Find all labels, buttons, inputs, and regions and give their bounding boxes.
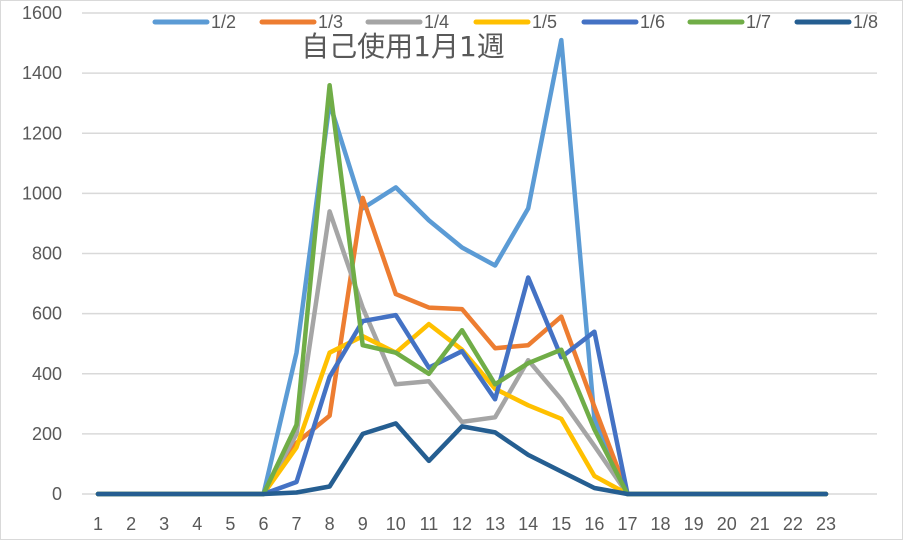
legend-item: 1/5 (473, 12, 557, 32)
series-line-1-7 (95, 82, 829, 497)
x-tick-label: 13 (485, 514, 505, 534)
legend-label: 1/4 (424, 12, 449, 32)
series-line-1-8 (95, 421, 829, 497)
y-tick-label: 600 (32, 304, 62, 324)
x-tick-label: 18 (651, 514, 671, 534)
series-lines (95, 37, 829, 497)
chart-title: 自己使用1月1週 (301, 30, 505, 63)
x-tick-label: 8 (325, 514, 335, 534)
y-axis-ticks: 0 200 400 600 800 1000 1200 1400 1600 (22, 3, 62, 504)
y-tick-label: 400 (32, 364, 62, 384)
x-tick-label: 23 (816, 514, 836, 534)
x-tick-label: 17 (617, 514, 637, 534)
legend-label: 1/6 (640, 12, 665, 32)
legend-label: 1/5 (532, 12, 557, 32)
legend: 1/2 1/3 1/4 1/5 1/6 1/7 1/8 (152, 12, 878, 32)
legend-item: 1/8 (794, 12, 878, 32)
legend-item: 1/7 (687, 12, 771, 32)
x-tick-label: 19 (684, 514, 704, 534)
y-tick-label: 0 (52, 484, 62, 504)
x-tick-label: 6 (258, 514, 268, 534)
x-tick-label: 1 (93, 514, 103, 534)
y-tick-label: 1000 (22, 183, 62, 203)
x-tick-label: 12 (452, 514, 472, 534)
legend-label: 1/8 (853, 12, 878, 32)
legend-item: 1/6 (581, 12, 665, 32)
x-tick-label: 14 (518, 514, 538, 534)
y-tick-label: 1200 (22, 123, 62, 143)
legend-label: 1/2 (211, 12, 236, 32)
x-tick-label: 4 (192, 514, 202, 534)
x-tick-label: 10 (386, 514, 406, 534)
y-tick-label: 800 (32, 244, 62, 264)
legend-label: 1/7 (746, 12, 771, 32)
x-tick-label: 21 (750, 514, 770, 534)
y-tick-label: 1600 (22, 3, 62, 23)
x-tick-label: 3 (159, 514, 169, 534)
x-tick-label: 22 (783, 514, 803, 534)
legend-item: 1/2 (152, 12, 236, 32)
x-tick-label: 16 (584, 514, 604, 534)
gridlines (82, 12, 877, 495)
y-tick-label: 1400 (22, 63, 62, 83)
legend-label: 1/3 (318, 12, 343, 32)
x-tick-label: 9 (358, 514, 368, 534)
x-tick-label: 7 (292, 514, 302, 534)
x-tick-label: 20 (717, 514, 737, 534)
legend-item: 1/4 (365, 12, 449, 32)
y-tick-label: 200 (32, 424, 62, 444)
x-axis-ticks: 1 2 3 4 5 6 7 8 9 10 11 12 13 14 15 16 17 18 19 20 21 22 23 (93, 514, 836, 534)
x-tick-label: 11 (420, 514, 439, 534)
x-tick-label: 5 (225, 514, 235, 534)
legend-item: 1/3 (259, 12, 343, 32)
series-line-1-3 (95, 195, 829, 497)
x-tick-label: 2 (126, 514, 136, 534)
x-tick-label: 15 (551, 514, 571, 534)
